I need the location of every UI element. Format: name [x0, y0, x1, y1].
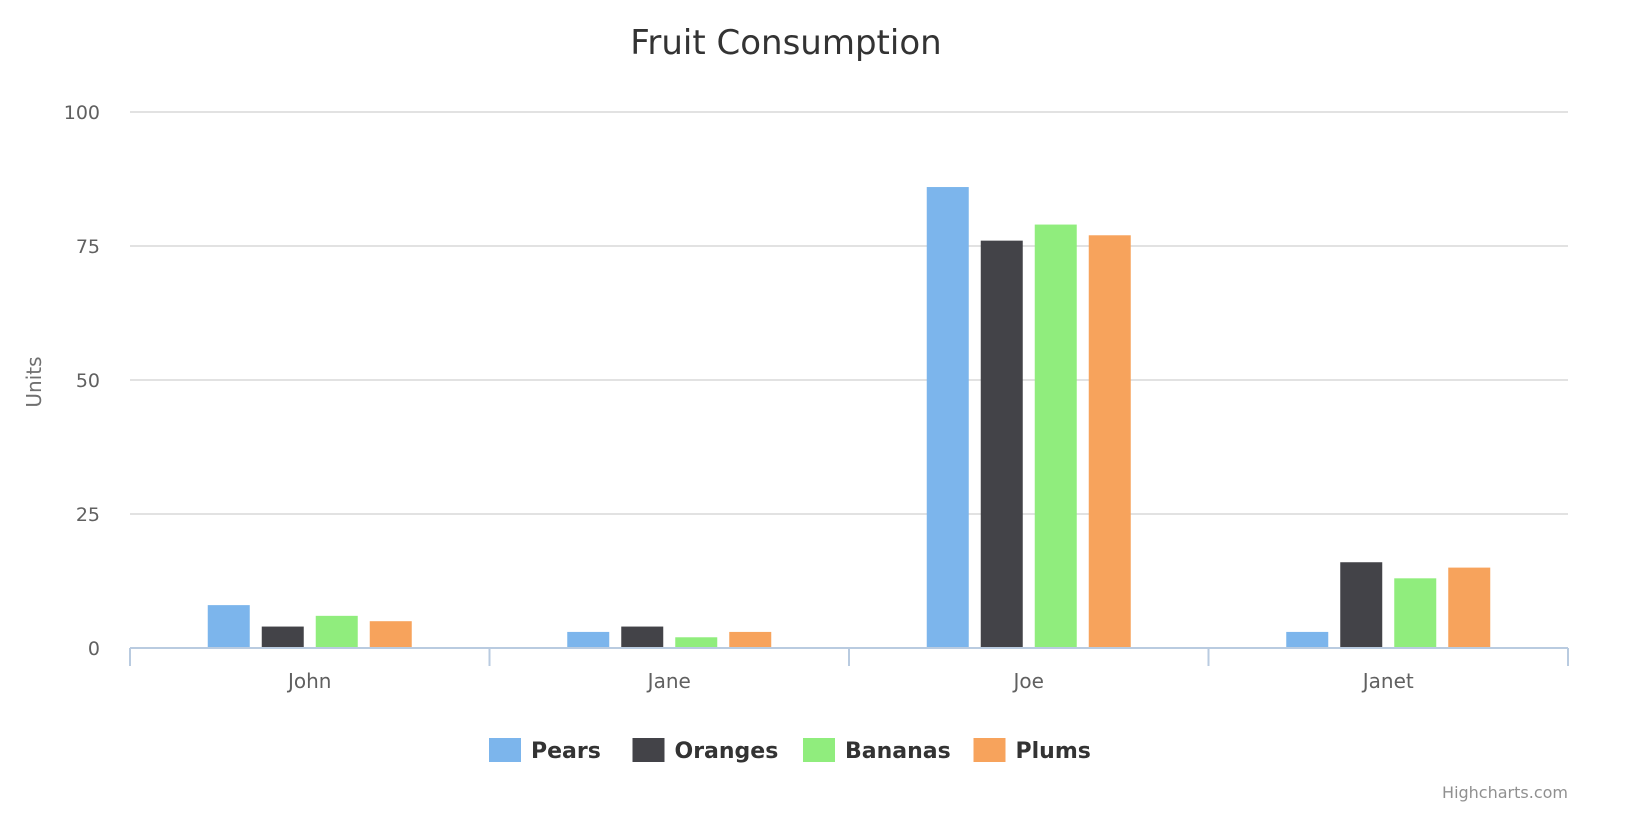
- bar-plums-john[interactable]: [369, 621, 412, 648]
- legend-label: Oranges: [675, 739, 779, 764]
- credits-link[interactable]: Highcharts.com: [1442, 783, 1568, 802]
- bar-plums-janet[interactable]: [1448, 567, 1491, 648]
- x-tick-label: Janet: [1361, 669, 1414, 693]
- legend-swatch: [803, 738, 835, 762]
- y-tick-label: 25: [76, 504, 100, 526]
- y-axis-title: Units: [22, 356, 46, 407]
- y-axis-ticks: 0 25 50 75 100: [64, 102, 100, 660]
- x-tick-label: Joe: [1012, 669, 1044, 693]
- bar-oranges-joe[interactable]: [980, 240, 1023, 648]
- y-tick-label: 50: [76, 370, 100, 392]
- y-tick-label: 75: [76, 236, 100, 258]
- legend-label: Plums: [1016, 739, 1091, 764]
- bar-oranges-john[interactable]: [261, 626, 304, 648]
- legend-label: Bananas: [845, 739, 951, 764]
- y-tick-label: 100: [64, 102, 100, 124]
- bar-series: [207, 187, 1491, 649]
- bar-pears-john[interactable]: [207, 605, 250, 648]
- legend-label: Pears: [531, 739, 601, 764]
- bar-plums-joe[interactable]: [1088, 235, 1131, 648]
- x-tick-label: John: [286, 669, 332, 693]
- legend-item-pears[interactable]: Pears: [489, 738, 601, 764]
- bar-oranges-jane[interactable]: [621, 626, 664, 648]
- legend-item-bananas[interactable]: Bananas: [803, 738, 951, 764]
- legend[interactable]: Pears Oranges Bananas Plums: [489, 738, 1091, 764]
- x-axis: John Jane Joe Janet: [129, 647, 1569, 693]
- legend-swatch: [632, 738, 665, 762]
- legend-item-plums[interactable]: Plums: [973, 738, 1091, 764]
- bar-pears-janet[interactable]: [1286, 631, 1329, 648]
- legend-swatch: [973, 738, 1006, 762]
- bar-pears-jane[interactable]: [567, 631, 610, 648]
- bar-bananas-janet[interactable]: [1394, 578, 1437, 648]
- x-tick-label: Jane: [646, 669, 691, 693]
- bar-plums-jane[interactable]: [729, 631, 772, 648]
- bar-bananas-joe[interactable]: [1034, 224, 1077, 648]
- bar-oranges-janet[interactable]: [1340, 562, 1383, 648]
- chart-title: Fruit Consumption: [630, 23, 941, 63]
- bar-bananas-jane[interactable]: [675, 637, 718, 648]
- bar-bananas-john[interactable]: [315, 615, 358, 648]
- gridlines: [130, 111, 1568, 515]
- legend-item-oranges[interactable]: Oranges: [632, 738, 779, 764]
- bar-pears-joe[interactable]: [926, 187, 969, 649]
- y-tick-label: 0: [88, 638, 100, 660]
- legend-swatch: [489, 738, 521, 762]
